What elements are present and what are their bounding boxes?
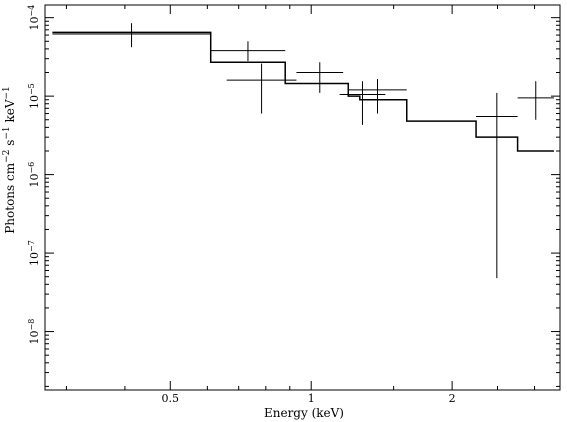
y-tick-label-exponent: −7: [27, 240, 36, 252]
data-point: [517, 81, 554, 120]
y-tick-label-exponent: −4: [27, 5, 36, 17]
y-tick-label: 10−8: [27, 319, 42, 345]
y-tick-label: 10−5: [27, 83, 42, 109]
data-points: [52, 23, 554, 279]
data-point: [210, 41, 286, 62]
data-point: [52, 23, 211, 48]
y-tick-label: 10−4: [27, 5, 42, 31]
y-tick-label-base: 10: [28, 95, 41, 109]
x-axis-label: Energy (keV): [264, 406, 344, 420]
y-tick-label-base: 10: [28, 17, 41, 31]
x-tick-label: 1: [308, 392, 315, 405]
x-tick-label: 2: [449, 392, 456, 405]
data-point: [339, 81, 386, 125]
y-tick-label-exponent: −8: [27, 319, 36, 331]
y-tick-label: 10−7: [27, 240, 42, 266]
y-tick-label-exponent: −5: [27, 83, 36, 95]
data-point: [476, 92, 518, 279]
y-tick-label-base: 10: [28, 330, 41, 344]
data-point: [226, 63, 297, 114]
y-tick-label-exponent: −6: [27, 162, 36, 174]
y-tick-label-base: 10: [28, 174, 41, 188]
x-tick-label: 0.5: [162, 392, 180, 405]
y-tick-label-base: 10: [28, 252, 41, 266]
y-tick-label: 10−6: [27, 162, 42, 188]
model-step-line: [52, 31, 554, 152]
y-axis-label: Photons cm−2 s−1 keV−1: [2, 86, 17, 234]
y-axis-ticks: 10−810−710−610−510−4: [27, 5, 560, 387]
x-axis-ticks: 0.5 1 2: [65, 5, 536, 405]
data-point: [348, 79, 407, 114]
model-step-path: [52, 31, 554, 152]
plot-frame: [44, 4, 561, 391]
data-point: [296, 62, 344, 93]
